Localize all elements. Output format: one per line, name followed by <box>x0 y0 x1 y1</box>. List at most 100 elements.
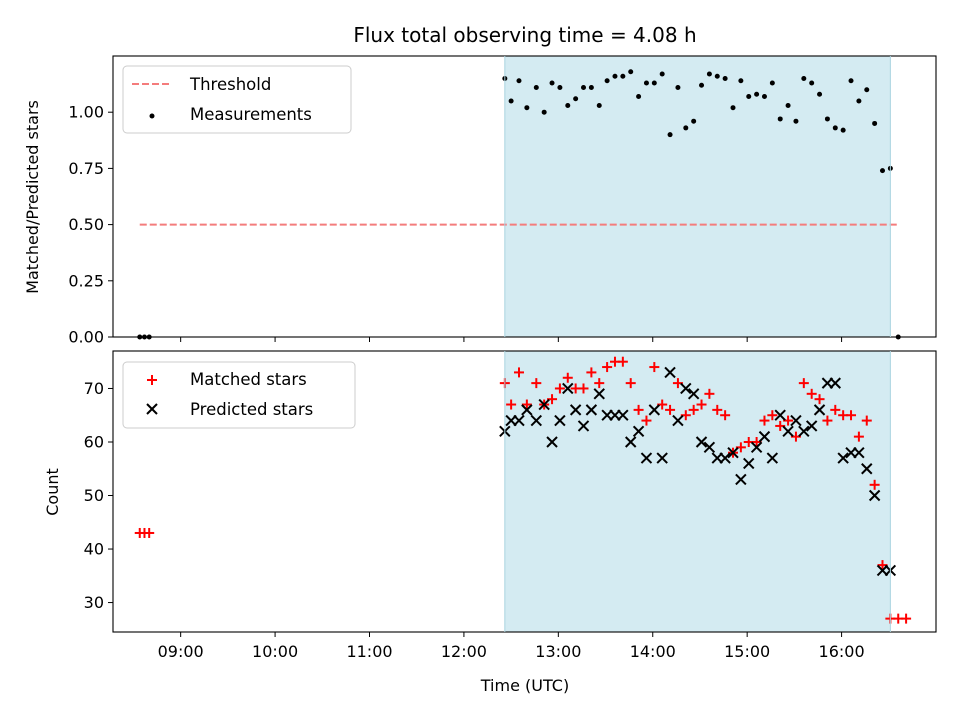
predicted-star-point <box>735 473 747 486</box>
x-axis-label: Time (UTC) <box>480 676 569 695</box>
measurement-point <box>848 78 854 84</box>
matched-star-point <box>822 415 833 426</box>
matched-star-point <box>806 388 817 399</box>
top-panel: 0.00 0.25 0.50 0.75 1.00 Matched/Predicted s… <box>23 55 937 347</box>
x-tick-label: 11:00 <box>346 642 392 661</box>
measurement-point <box>714 73 720 79</box>
measurement-point <box>769 80 775 86</box>
measurement-point <box>612 73 618 79</box>
legend-threshold-label: Threshold <box>189 75 271 94</box>
measurement-point <box>581 84 587 90</box>
predicted-star-point <box>861 463 873 475</box>
matched-star-point <box>853 431 864 442</box>
predicted-star-point <box>617 409 629 421</box>
bot-y-tick: 60 <box>84 432 113 451</box>
predicted-star-point <box>868 489 881 502</box>
top-y-tick: 1.00 <box>68 103 113 122</box>
predicted-star-point <box>546 436 558 448</box>
measurement-point <box>872 120 878 126</box>
bot-y-tick: 40 <box>84 540 113 559</box>
bot-x-tick: 11:00 <box>346 632 393 661</box>
predicted-star-point <box>680 382 692 395</box>
measurement-point <box>691 118 697 124</box>
matched-star-point <box>846 410 857 421</box>
predicted-star-point <box>798 425 810 437</box>
measurement-point <box>667 132 673 138</box>
matched-star-point <box>649 362 660 373</box>
bot-x-tick: 14:00 <box>630 632 676 661</box>
measurement-point <box>746 93 752 99</box>
measurement-point <box>879 168 885 174</box>
matched-star-point <box>562 372 573 383</box>
top-shaded-span <box>504 56 891 337</box>
predicted-star-point <box>538 398 550 411</box>
predicted-star-point <box>625 436 637 448</box>
top-legend: Threshold Measurements <box>122 65 352 134</box>
bot-x-tick: 16:00 <box>819 632 865 661</box>
predicted-star-point <box>743 457 755 470</box>
top-y-tick-label: 0.00 <box>68 328 104 347</box>
chart-title: Flux total observing time = 4.08 h <box>353 23 696 47</box>
measurement-point <box>659 71 665 77</box>
measurement-point <box>793 118 799 124</box>
bot-x-tick: 12:00 <box>441 632 487 661</box>
matched-star-point <box>704 388 715 399</box>
x-tick-label: 14:00 <box>630 642 676 661</box>
matched-star-point <box>554 383 565 394</box>
bot-x-tick: 10:00 <box>252 632 298 661</box>
measurement-point <box>651 80 657 86</box>
measurement-point <box>636 93 642 99</box>
matched-star-point <box>521 399 532 410</box>
matched-star-point <box>625 378 636 389</box>
top-y-tick: 0.00 <box>68 328 113 347</box>
measurement-point <box>628 69 634 75</box>
legend-measurements-swatch <box>149 113 155 119</box>
matched-star-point <box>594 378 605 389</box>
measurement-point <box>573 96 579 102</box>
predicted-star-point <box>805 420 818 432</box>
top-y-tick-label: 1.00 <box>68 103 104 122</box>
bot-x-tick: 09:00 <box>158 632 204 661</box>
matched-star-point <box>641 415 652 426</box>
measurement-point <box>683 125 689 131</box>
measurement-point <box>699 82 705 88</box>
matched-star-point <box>830 404 841 415</box>
measurement-point <box>777 116 783 122</box>
matched-star-point <box>720 410 731 421</box>
matched-star-point <box>814 394 825 405</box>
matched-star-point <box>633 404 644 415</box>
bot-y-tick: 30 <box>84 593 113 612</box>
measurement-point <box>533 84 539 90</box>
x-tick-label: 15:00 <box>724 642 770 661</box>
measurement-point <box>706 71 712 77</box>
bot-y-tick-label: 30 <box>84 593 104 612</box>
predicted-star-point <box>695 436 708 448</box>
measurement-point <box>541 109 547 115</box>
predicted-star-point <box>837 452 849 464</box>
predicted-star-point <box>562 382 574 395</box>
measurement-point <box>516 78 522 84</box>
matched-star-point <box>602 362 613 373</box>
predicted-star-point <box>703 441 716 454</box>
predicted-star-point <box>513 414 525 427</box>
predicted-star-point <box>758 430 771 443</box>
predicted-star-point <box>656 452 668 464</box>
top-y-tick: 0.50 <box>68 215 113 234</box>
bot-y-tick: 50 <box>84 486 113 505</box>
measurement-point <box>817 91 823 97</box>
measurement-point <box>604 78 610 84</box>
top-y-tick: 0.75 <box>68 159 113 178</box>
measurement-point <box>785 102 791 108</box>
x-tick-label: 12:00 <box>441 642 487 661</box>
predicted-star-point <box>554 414 566 427</box>
bottom-y-axis-label: Count <box>43 468 62 516</box>
matched-star-point <box>901 613 912 624</box>
matched-star-point <box>688 404 699 415</box>
top-y-tick: 0.25 <box>68 271 113 290</box>
measurement-point <box>596 102 602 108</box>
predicted-star-point <box>569 404 582 416</box>
measurement-point <box>864 87 870 93</box>
measurement-point <box>840 127 846 133</box>
measurement-point <box>824 116 830 122</box>
measurement-point <box>549 80 555 86</box>
